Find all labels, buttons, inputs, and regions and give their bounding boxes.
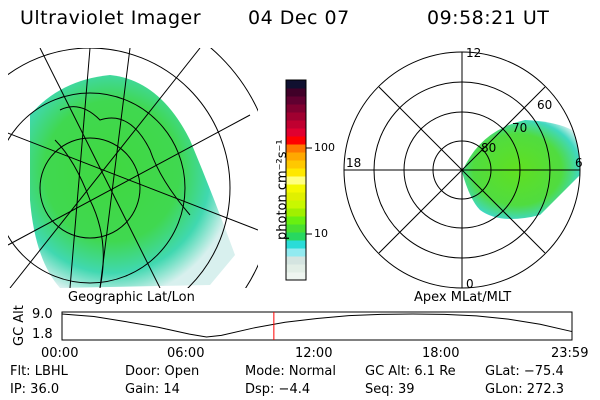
apex-panel-label: Apex MLat/MLT (414, 290, 512, 305)
colorbar-segment (286, 120, 306, 129)
mlat-label-80: 80 (481, 141, 497, 155)
colorbar-segment (286, 264, 306, 273)
info-field: Mode: Normal (245, 364, 336, 379)
colorbar-segment (286, 232, 306, 241)
colorbar-tick-100: 100 (314, 141, 335, 154)
info-field: Seq: 39 (365, 382, 415, 397)
colorbar-segment (286, 224, 306, 233)
info-field: Gain: 14 (125, 382, 180, 397)
colorbar-segment (286, 104, 306, 113)
colorbar-segment (286, 208, 306, 217)
colorbar-segment (286, 256, 306, 265)
colorbar-tick-10: 10 (314, 227, 328, 240)
time-label: 09:58:21 UT (427, 7, 550, 29)
colorbar-segment (286, 192, 306, 201)
colorbar-segment (286, 272, 306, 281)
colorbar-segment (286, 112, 306, 121)
mlat-label-60: 60 (537, 98, 553, 112)
x-tick-4: 23:59 (551, 346, 589, 361)
info-field: GLon: 272.3 (485, 382, 565, 397)
mlt-label-18: 18 (346, 156, 362, 170)
x-tick-3: 18:00 (422, 346, 460, 361)
x-tick-2: 12:00 (295, 346, 333, 361)
colorbar-segment (286, 88, 306, 97)
y-tick-bottom: 1.8 (32, 327, 53, 342)
mlat-label-70: 70 (512, 121, 528, 135)
aurora-emission-polar (462, 120, 580, 219)
altitude-curve (61, 313, 573, 338)
colorbar-segment (286, 80, 306, 89)
info-field: Flt: LBHL (10, 364, 68, 379)
info-field: GC Alt: 6.1 Re (365, 364, 456, 379)
colorbar-segment (286, 216, 306, 225)
x-tick-1: 06:00 (167, 346, 205, 361)
colorbar-segment (286, 200, 306, 209)
x-tick-0: 00:00 (41, 346, 79, 361)
y-tick-top: 9.0 (32, 307, 53, 322)
colorbar-segment (286, 184, 306, 193)
colorbar-segment (286, 248, 306, 257)
instrument-title: Ultraviolet Imager (20, 7, 202, 29)
colorbar-segment (286, 136, 306, 145)
info-field: GLat: −75.4 (485, 364, 564, 379)
info-field: Dsp: −4.4 (245, 382, 311, 397)
colorbar-segment (286, 96, 306, 105)
colorbar-segment (286, 128, 306, 137)
colorbar-segment (286, 168, 306, 177)
date-label: 04 Dec 07 (248, 7, 350, 29)
mlt-label-0: 0 (466, 277, 474, 291)
colorbar-segment (286, 176, 306, 185)
altitude-axis-label: GC Alt (12, 305, 27, 346)
colorbar-segment (286, 240, 306, 249)
mlt-label-6: 6 (575, 156, 583, 170)
colorbar-segment (286, 160, 306, 169)
geographic-panel-label: Geographic Lat/Lon (68, 290, 195, 305)
colorbar-segment (286, 152, 306, 161)
colorbar-segment (286, 144, 306, 153)
mlt-label-12: 12 (466, 46, 482, 60)
info-field: Door: Open (125, 364, 200, 379)
info-field: IP: 36.0 (10, 382, 60, 397)
